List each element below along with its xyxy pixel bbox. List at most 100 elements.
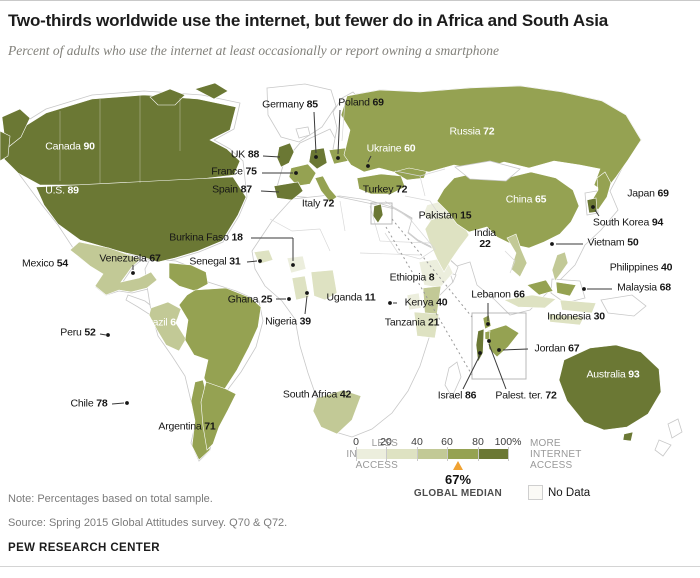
- country-shape-indonesia: [559, 299, 597, 314]
- no-data-label: No Data: [548, 486, 591, 499]
- legend-tick-100: 100%: [494, 436, 522, 448]
- marker-dot-southkorea: [591, 205, 595, 209]
- leader-line-germany: [313, 111, 317, 154]
- leader-line-chile: [111, 402, 125, 405]
- marker-dot-ukraine: [366, 164, 370, 168]
- country-shape-australia: [622, 431, 634, 442]
- country-shape-vietnam: [506, 233, 528, 278]
- country-shape-indonesia: [503, 294, 557, 309]
- map-colored-countries: [1, 82, 662, 461]
- country-shape-china: [436, 171, 580, 249]
- leader-line-ukraine: [367, 155, 372, 163]
- legend-tick-20: 20: [380, 436, 392, 448]
- country-shape-russia: [340, 85, 642, 193]
- leader-line-spain: [260, 190, 280, 193]
- page-title: Two-thirds worldwide use the internet, b…: [8, 11, 608, 30]
- legend-tickmark: [356, 447, 357, 461]
- country-shape-israel: [475, 328, 485, 363]
- legend-tick-60: 60: [441, 436, 453, 448]
- leader-line-israel: [462, 354, 481, 390]
- island-madagascar: [444, 361, 462, 398]
- legend-more-label: MORE INTERNET ACCESS: [530, 438, 582, 471]
- legend-tickmark: [386, 447, 387, 461]
- no-data-key: No Data: [528, 485, 590, 500]
- island-sri-lanka: [449, 272, 457, 284]
- island-new-guinea: [600, 294, 647, 317]
- marker-dot-venezuela: [131, 271, 135, 275]
- global-median-value: 67%: [444, 472, 472, 487]
- marker-dot-jordan: [497, 348, 501, 352]
- country-shape-indonesia: [547, 313, 585, 326]
- country-shape-uganda: [406, 292, 422, 311]
- legend-tick-0: 0: [353, 436, 359, 448]
- legend-tick-40: 40: [411, 436, 423, 448]
- levant-source-shape: [372, 203, 384, 224]
- marker-dot-malaysia: [582, 287, 586, 291]
- leader-line-uk: [262, 155, 281, 158]
- country-shape-ghana: [291, 275, 310, 301]
- legend-seg-1: [356, 449, 387, 459]
- legend-tickmark: [508, 447, 509, 461]
- leader-line-poland: [337, 109, 341, 155]
- marker-dot-chile: [125, 401, 129, 405]
- country-shape-italy: [314, 175, 338, 203]
- marker-dot-germany: [314, 155, 318, 159]
- marker-dot-poland: [336, 156, 340, 160]
- country-shape-mexico: [69, 241, 158, 296]
- legend-tickmark: [478, 447, 479, 461]
- brand-text: PEW RESEARCH CENTER: [8, 542, 161, 554]
- no-data-swatch: [528, 485, 543, 500]
- leader-line-senegal: [246, 260, 258, 263]
- country-shape-burkina: [286, 255, 307, 274]
- country-shape-peru: [148, 301, 187, 352]
- legend-seg-2: [386, 449, 417, 459]
- country-shape-france: [288, 163, 317, 187]
- leader-line-peru: [99, 333, 107, 336]
- landmass-mongolia: [454, 160, 521, 182]
- country-shape-uk: [276, 142, 295, 168]
- country-shape-canada: [149, 88, 186, 106]
- border-lines-canada: [59, 95, 181, 183]
- bottom-divider: [0, 566, 700, 567]
- page-subtitle: Percent of adults who use the internet a…: [8, 43, 499, 58]
- map-leader-lines: [99, 109, 612, 405]
- marker-dot-vietnam: [550, 242, 554, 246]
- country-shape-argentina: [200, 381, 237, 451]
- legend-seg-5: [477, 449, 509, 459]
- country-shape-australia: [558, 344, 662, 431]
- marker-dot-palest: [487, 339, 491, 343]
- island-new-zealand-north: [667, 418, 683, 439]
- marker-dot-nigeria: [305, 291, 309, 295]
- border-lines-indochina: [341, 100, 516, 274]
- marker-dot-ghana: [287, 297, 291, 301]
- global-median-label: GLOBAL MEDIAN: [413, 488, 503, 499]
- country-shape-jordan: [486, 324, 520, 358]
- marker-dot-burkina: [291, 263, 295, 267]
- legend-tickmark: [417, 447, 418, 461]
- legend-tickmark: [447, 447, 448, 461]
- marker-dot-lebanon: [486, 322, 490, 326]
- border-lines-middle-east: [384, 168, 446, 260]
- country-shape-malaysia: [526, 279, 554, 296]
- country-shape-canada: [194, 82, 229, 100]
- global-median-marker-icon: [453, 461, 463, 470]
- island-new-zealand-south: [654, 439, 672, 457]
- leader-line-jordan: [502, 348, 529, 351]
- country-shape-malaysia: [555, 281, 577, 297]
- marker-dot-israel: [478, 351, 482, 355]
- country-shape-southafrica: [312, 389, 362, 435]
- inset-connector-upper: [391, 218, 473, 318]
- legend-color-scale: [356, 449, 509, 459]
- leader-line-palest: [488, 343, 507, 390]
- marker-dot-kenya: [388, 301, 392, 305]
- legend-tick-80: 80: [472, 436, 484, 448]
- marker-dot-peru: [106, 333, 110, 337]
- country-shape-nigeria: [310, 269, 338, 301]
- country-shape-turkey: [356, 173, 406, 195]
- middle-east-inset-box: [471, 312, 527, 380]
- marker-dot-france: [294, 171, 298, 175]
- source-text: Source: Spring 2015 Global Attitudes sur…: [8, 517, 288, 529]
